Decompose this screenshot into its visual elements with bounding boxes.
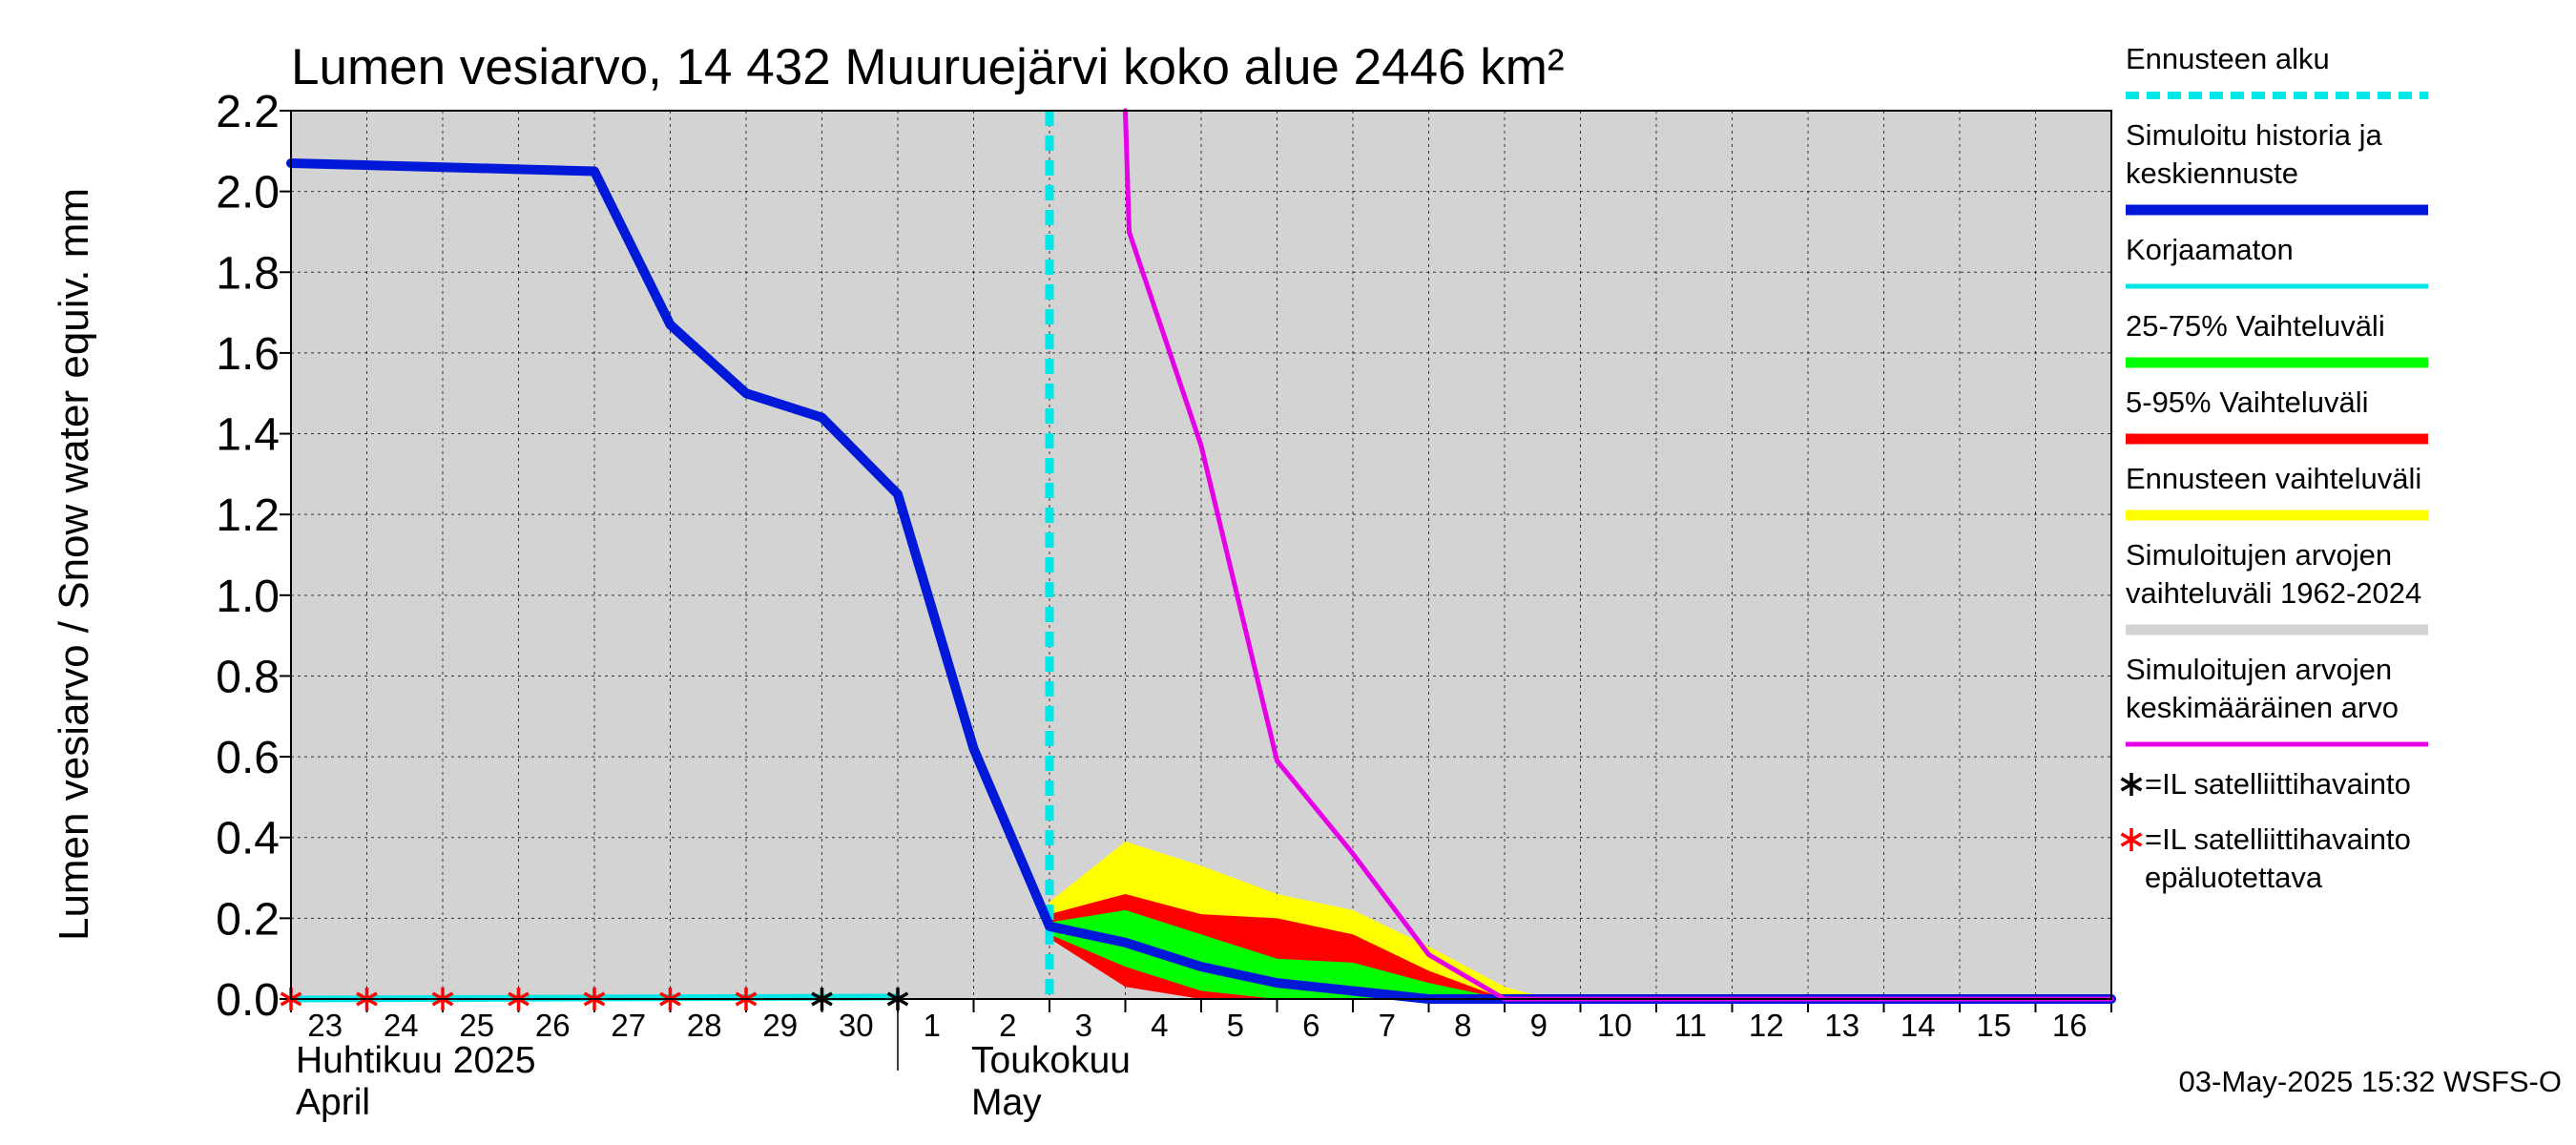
- x-tick-label: 10: [1597, 1008, 1632, 1043]
- x-tick-label: 2: [999, 1008, 1016, 1043]
- legend-label: Simuloitujen arvojen: [2126, 538, 2392, 572]
- legend-label: Ennusteen alku: [2126, 42, 2330, 75]
- x-tick-label: 4: [1151, 1008, 1168, 1043]
- y-tick-label: 0.6: [216, 733, 280, 783]
- x-tick-label: 26: [535, 1008, 571, 1043]
- y-tick-label: 0.8: [216, 652, 280, 702]
- x-tick-label: 14: [1901, 1008, 1936, 1043]
- month-label: Toukokuu: [971, 1040, 1131, 1081]
- legend-label: =IL satelliittihavainto: [2145, 822, 2411, 856]
- series-line: [1123, 108, 2114, 1002]
- legend-label: epäluotettava: [2145, 861, 2323, 894]
- legend: Ennusteen alku Simuloitu historia ja keski…: [2120, 42, 2428, 894]
- band-00ff00: [1049, 909, 1505, 999]
- x-tick-label: 6: [1302, 1008, 1319, 1043]
- y-tick-label: 1.4: [216, 410, 280, 461]
- y-tick-label: 0.4: [216, 814, 280, 864]
- month-label-en: April: [296, 1082, 370, 1123]
- chart-title: Lumen vesiarvo, 14 432 Muuruejärvi koko …: [291, 39, 1565, 95]
- month-label: Huhtikuu 2025: [296, 1040, 536, 1081]
- legend-star-icon-stroke: [2120, 777, 2143, 792]
- y-tick-label: 0.2: [216, 894, 280, 945]
- x-tick-label: 25: [459, 1008, 494, 1043]
- x-tick-label: 15: [1976, 1008, 2011, 1043]
- y-tick-label: 1.6: [216, 329, 280, 380]
- x-tick-label: 8: [1454, 1008, 1471, 1043]
- y-tick-label: 0.0: [216, 975, 280, 1026]
- y-tick-label: 2.0: [216, 168, 280, 219]
- x-tick-label: 11: [1674, 1008, 1707, 1043]
- series-line: [286, 158, 2116, 1004]
- x-tick-label: 30: [839, 1008, 874, 1043]
- x-tick-label: 5: [1227, 1008, 1244, 1043]
- y-tick-label: 1.2: [216, 490, 280, 541]
- month-label-en: May: [971, 1082, 1042, 1123]
- x-tick-label: 28: [687, 1008, 722, 1043]
- x-tick-label: 1: [924, 1008, 941, 1043]
- x-tick-label: 9: [1530, 1008, 1548, 1043]
- legend-label: 25-75% Vaihteluväli: [2126, 309, 2385, 343]
- x-tick-label: 24: [384, 1008, 419, 1043]
- y-tick-label: 2.2: [216, 87, 280, 137]
- plot-area: 0.00.20.40.60.81.01.21.41.61.82.02.223 24…: [216, 87, 2116, 1123]
- x-tick-label: 23: [307, 1008, 343, 1043]
- legend-label: keskiennuste: [2126, 156, 2298, 190]
- plot-frame: [290, 110, 2112, 1000]
- x-tick-label: 29: [762, 1008, 798, 1043]
- legend-label: Simuloitujen arvojen: [2126, 653, 2392, 686]
- legend-label: keskimääräinen arvo: [2126, 691, 2399, 724]
- x-tick-label: 27: [611, 1008, 646, 1043]
- legend-label: =IL satelliittihavainto: [2145, 767, 2411, 801]
- legend-star-icon: [2120, 773, 2143, 796]
- legend-label: Simuloitu historia ja: [2126, 118, 2383, 152]
- x-tick-label: 13: [1824, 1008, 1859, 1043]
- x-tick-label: 16: [2052, 1008, 2088, 1043]
- y-tick-label: 1.0: [216, 572, 280, 622]
- legend-label: vaihteluväli 1962-2024: [2126, 576, 2421, 610]
- legend-star-icon-stroke: [2120, 832, 2143, 847]
- x-tick-label: 3: [1075, 1008, 1092, 1043]
- y-tick-label: 1.8: [216, 248, 280, 299]
- y-axis-label: Lumen vesiarvo / Snow water equiv. mm: [51, 188, 97, 941]
- legend-label: Korjaamaton: [2126, 233, 2294, 266]
- x-tick-label: 7: [1379, 1008, 1396, 1043]
- timestamp-footer: 03-May-2025 15:32 WSFS-O: [2179, 1065, 2562, 1098]
- x-tick-label: 12: [1749, 1008, 1784, 1043]
- legend-star-icon: [2120, 828, 2143, 851]
- legend-label: Ennusteen vaihteluväli: [2126, 462, 2421, 495]
- legend-label: 5-95% Vaihteluväli: [2126, 385, 2368, 419]
